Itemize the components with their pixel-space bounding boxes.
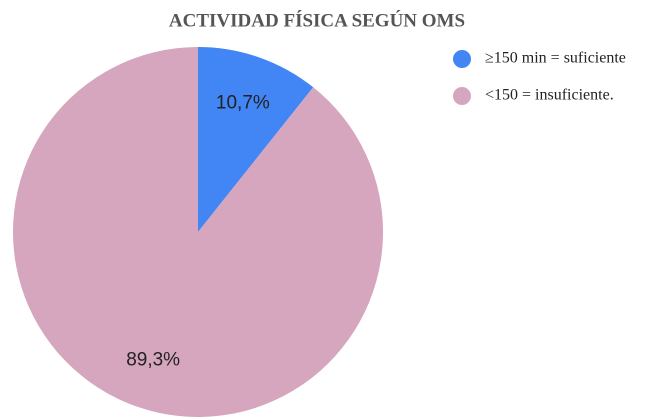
pie-slice — [198, 47, 314, 232]
chart-title: ACTIVIDAD FÍSICA SEGÚN OMS — [169, 9, 465, 31]
legend-swatch — [453, 87, 471, 105]
slice-label: 89,3% — [126, 349, 180, 370]
slice-label: 10,7% — [216, 93, 270, 114]
legend-label: ≥150 min = suficiente — [485, 50, 626, 67]
legend-label: <150 = insuficiente. — [485, 87, 614, 104]
legend-swatch — [453, 50, 471, 68]
pie-slice — [12, 47, 383, 417]
